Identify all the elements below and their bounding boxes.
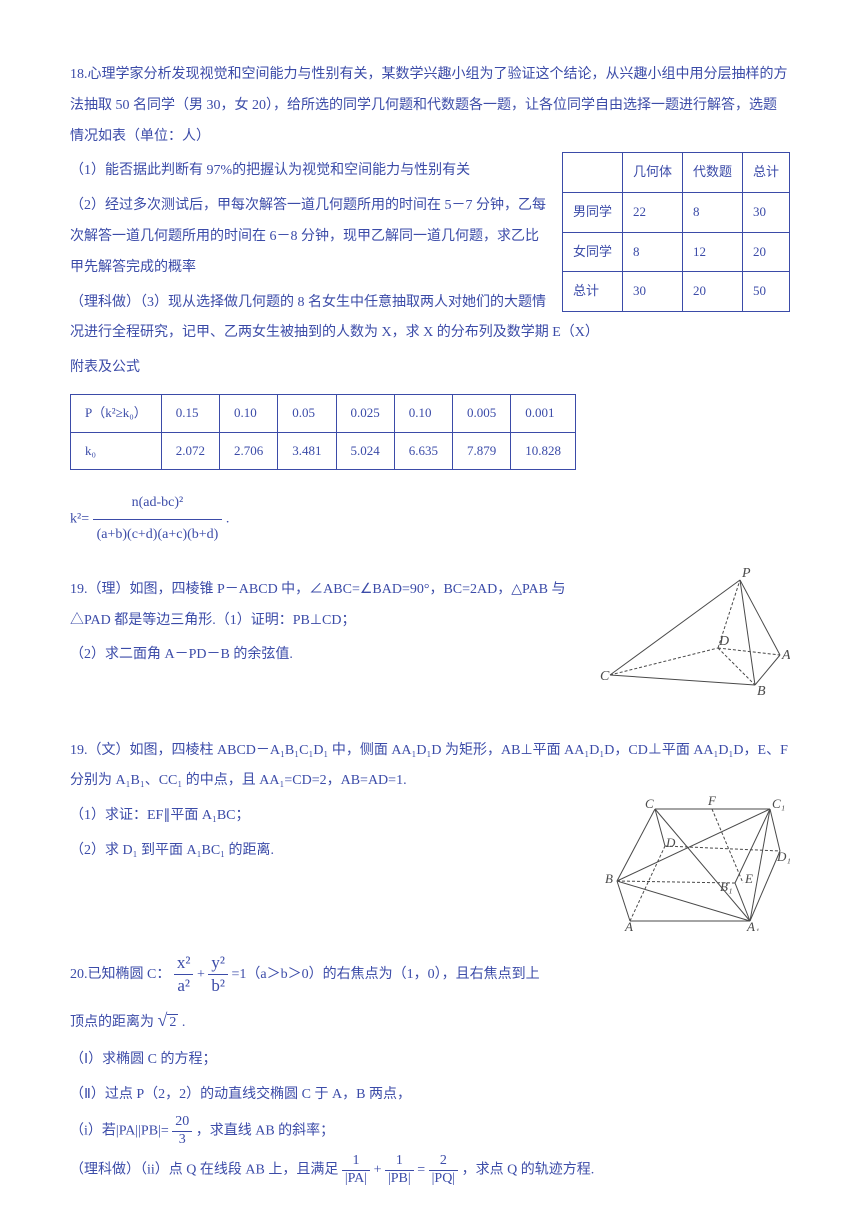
q20-l5-den: 3 [172,1132,192,1149]
formula-pre: k²= [70,512,89,527]
t2-r2: 2.072 [161,432,219,470]
q20-post: =1（a＞b＞0）的右焦点为（1，0），且右焦点到上 [231,967,539,982]
t1-r1c2: 22 [622,192,682,232]
formula-denominator: (a+b)(c+d)(a+c)(b+d) [93,520,223,551]
t2-r5: 5.024 [336,432,394,470]
q20-f2-den: b² [208,975,228,997]
q20-line2: 顶点的距离为 √2 . [70,1001,790,1041]
t2-r6: 6.635 [394,432,452,470]
pyramid-label-a: A [781,648,790,663]
q20-line4: （Ⅱ）过点 P（2，2）的动直线交椭圆 C 于 A，B 两点， [70,1080,790,1111]
q20-f1-den: a² [174,975,194,997]
q19b-line1: 19.（文）如图，四棱柱 ABCD－A₁B₁C₁D₁ 中，侧面 AA₁D₁D 为… [70,736,790,798]
prism-label-b1: B₁ [720,879,732,894]
q20-line5b: ，求直线 AB 的斜率； [196,1124,334,1139]
t2-h2: 0.15 [161,394,219,432]
pyramid-label-b: B [757,684,766,695]
q20-plus: + [197,967,205,982]
q20-line6a: （理科做）（ii）点 Q 在线段 AB 上，且满足 [70,1162,342,1177]
t2-r1: k₀ [71,432,162,470]
q18-table2: P（k²≥k₀） 0.15 0.10 0.05 0.025 0.10 0.005… [70,394,576,470]
q18-table1-wrap: 几何体 代数题 总计 男同学 22 8 30 女同学 8 12 20 总计 30… [562,152,790,311]
t2-h6: 0.10 [394,394,452,432]
q18-intro: 18.心理学家分析发现视觉和空间能力与性别有关，某数学兴趣小组为了验证这个结论，… [70,60,790,152]
q20-line2b: . [182,1015,186,1030]
t1-h3: 代数题 [682,153,742,193]
q20-sqrt-val: 2 [167,1014,178,1030]
t1-r2c2: 8 [622,232,682,272]
t1-h4: 总计 [742,153,789,193]
prism-label-d: D [665,835,676,850]
t2-h1: P（k²≥k₀） [71,394,162,432]
prism-label-f: F [707,793,717,808]
q18-table1: 几何体 代数题 总计 男同学 22 8 30 女同学 8 12 20 总计 30… [562,152,790,311]
q20-l5-num: 20 [172,1114,192,1132]
q18-formula: k²= n(ad-bc)² (a+b)(c+d)(a+c)(b+d) . [70,488,790,551]
q20-line2a: 顶点的距离为 [70,1015,154,1030]
q20-f2-num: y² [208,952,228,975]
t2-r3: 2.706 [220,432,278,470]
t1-r3c2: 30 [622,272,682,312]
t2-h3: 0.10 [220,394,278,432]
pyramid-label-c: C [600,669,610,684]
q20-eq: = [417,1162,425,1177]
t1-h2: 几何体 [622,153,682,193]
q20-pq-num: 2 [429,1153,459,1171]
t2-r8: 10.828 [511,432,576,470]
t2-h5: 0.025 [336,394,394,432]
t1-r2c1: 女同学 [562,232,622,272]
t2-h8: 0.001 [511,394,576,432]
t2-h4: 0.05 [278,394,336,432]
q20-line1: 20.已知椭圆 C： x² a² + y² b² =1（a＞b＞0）的右焦点为（… [70,952,790,997]
q20-f1-num: x² [174,952,194,975]
t1-r3c4: 50 [742,272,789,312]
t2-h7: 0.005 [453,394,511,432]
t1-r3c1: 总计 [562,272,622,312]
q20-pb-den: |PB| [385,1171,414,1188]
q20-line5a: （i）若|PA||PB|= [70,1124,169,1139]
q18-appendix: 附表及公式 [70,353,790,384]
pyramid-figure: P A B C D [600,565,790,708]
prism-label-e: E [744,871,753,886]
q20-line6: （理科做）（ii）点 Q 在线段 AB 上，且满足 1 |PA| + 1 |PB… [70,1153,790,1188]
pyramid-label-p: P [741,566,751,581]
q20-line3: （Ⅰ）求椭圆 C 的方程； [70,1045,790,1076]
prism-label-a1: A₁ [746,919,759,931]
prism-label-c: C [645,796,654,811]
q20-line5: （i）若|PA||PB|= 20 3 ，求直线 AB 的斜率； [70,1114,790,1149]
formula-post: . [226,512,230,527]
q20-plus2: + [374,1162,382,1177]
q20-pq-den: |PQ| [429,1171,459,1188]
t1-h1 [562,153,622,193]
t1-r1c3: 8 [682,192,742,232]
pyramid-label-d: D [718,634,729,649]
q20-line6b: ，求点 Q 的轨迹方程. [462,1162,595,1177]
prism-label-a: A [624,919,633,931]
t1-r2c3: 12 [682,232,742,272]
q20-pb-num: 1 [385,1153,414,1171]
q20-pa-num: 1 [342,1153,370,1171]
t2-r4: 3.481 [278,432,336,470]
t1-r1c4: 30 [742,192,789,232]
prism-label-d1: D₁ [776,849,790,864]
prism-figure: A B C D A₁ B₁ C₁ D₁ E F [605,791,790,944]
q20-pre: 20.已知椭圆 C： [70,967,170,982]
prism-label-c1: C₁ [772,796,785,811]
t1-r2c4: 20 [742,232,789,272]
t2-r7: 7.879 [453,432,511,470]
prism-label-b: B [605,871,613,886]
formula-numerator: n(ad-bc)² [93,488,223,520]
q20-pa-den: |PA| [342,1171,370,1188]
t1-r1c1: 男同学 [562,192,622,232]
t1-r3c3: 20 [682,272,742,312]
